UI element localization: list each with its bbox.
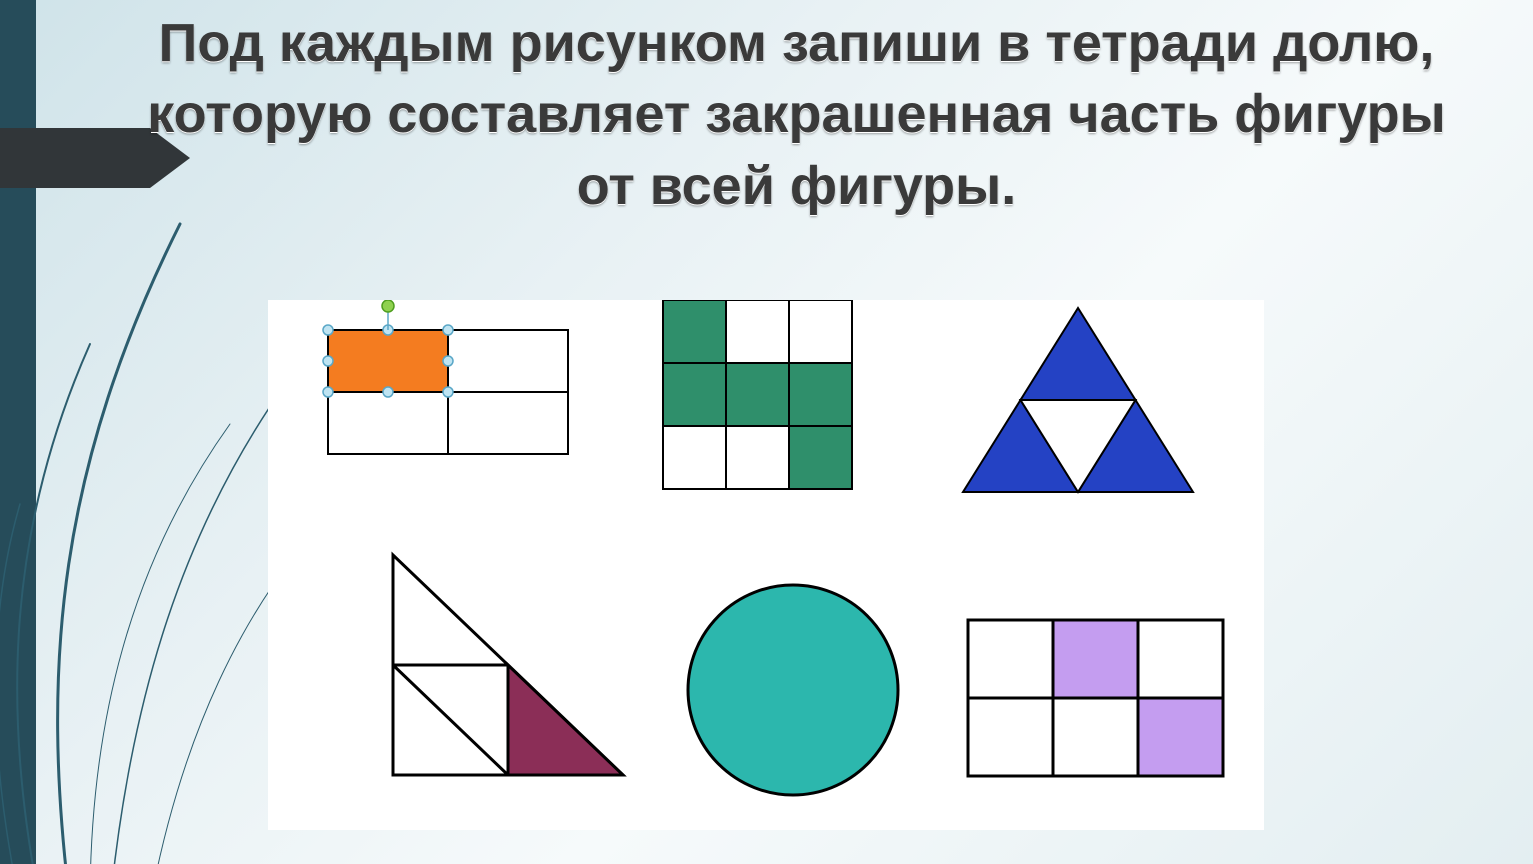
figures-svg xyxy=(268,300,1264,830)
figure-rect-2x2 xyxy=(323,300,568,454)
figure-right-triangle xyxy=(393,555,623,775)
figure-grid-2x3 xyxy=(968,620,1223,776)
figures-area xyxy=(268,300,1264,830)
figure-circle xyxy=(688,585,898,795)
slide: Под каждым рисунком запиши в тетради дол… xyxy=(0,0,1533,864)
figure-triangle-quarters xyxy=(963,308,1193,492)
title-text: Под каждым рисунком запиши в тетради дол… xyxy=(120,8,1473,222)
figure-grid-3x3 xyxy=(663,300,852,489)
